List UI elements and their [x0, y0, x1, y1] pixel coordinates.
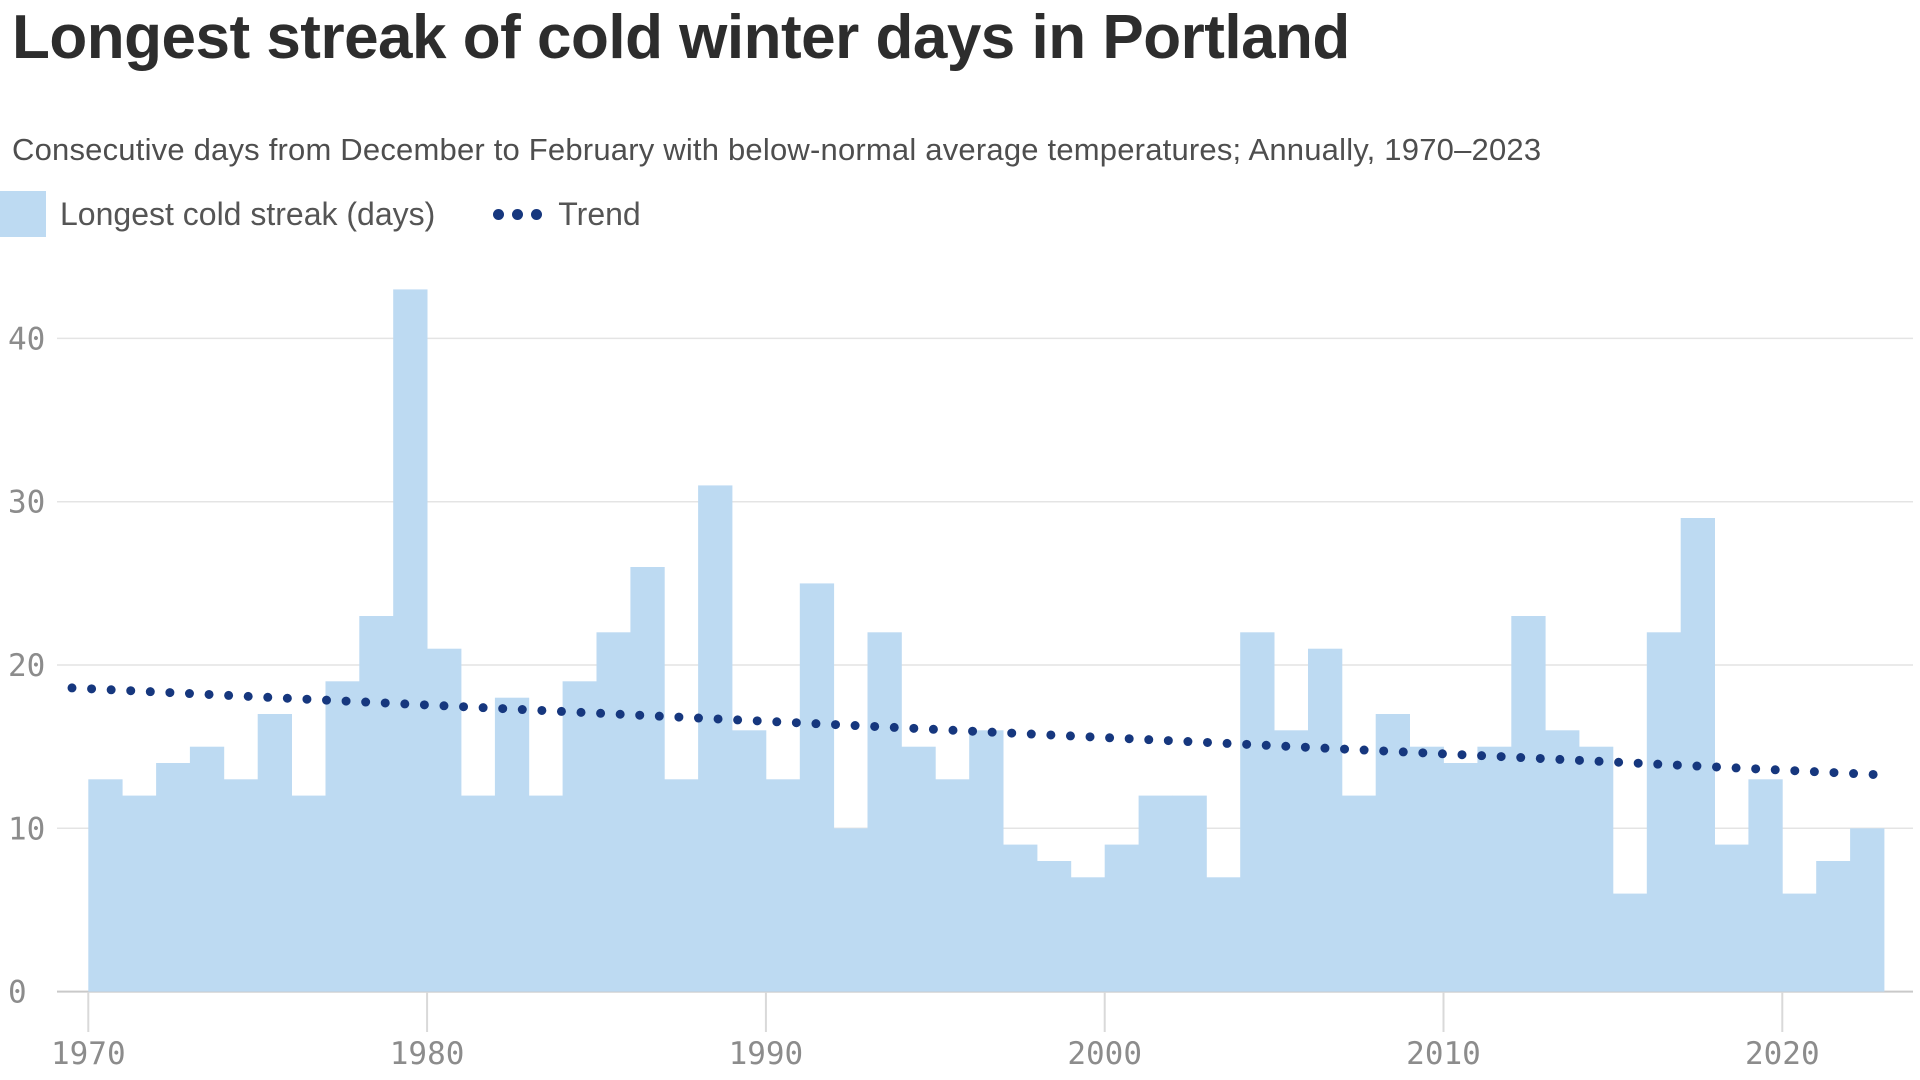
bar-1973: [189, 746, 225, 992]
bar-1984: [562, 681, 597, 992]
bar-1970: [88, 779, 123, 992]
x-tick-label-2020: 2020: [1745, 1036, 1820, 1072]
x-tick-label-2010: 2010: [1406, 1036, 1481, 1072]
bar-2001: [1138, 795, 1173, 992]
x-tick-label-1980: 1980: [390, 1036, 465, 1072]
bar-2016: [1646, 632, 1682, 992]
bar-1990: [765, 779, 801, 992]
bar-1980: [427, 648, 462, 992]
legend-bar-swatch: [0, 191, 46, 237]
bar-2008: [1375, 714, 1410, 992]
bar-2000: [1104, 844, 1139, 992]
y-tick-label-0: 0: [8, 975, 27, 1011]
bar-1971: [122, 795, 157, 992]
bar-2015: [1612, 893, 1648, 992]
bar-2014: [1579, 746, 1614, 992]
bar-2013: [1545, 730, 1580, 992]
y-tick-label-20: 20: [8, 648, 45, 684]
bar-1996: [969, 730, 1004, 992]
bar-1979: [393, 289, 428, 992]
chart-title: Longest streak of cold winter days in Po…: [12, 3, 1350, 72]
bar-1986: [630, 567, 665, 992]
bars: [88, 289, 1885, 992]
y-tick-label-30: 30: [8, 485, 45, 521]
bar-1995: [935, 779, 970, 992]
bar-1989: [732, 730, 767, 992]
bar-1999: [1070, 877, 1106, 992]
bar-2004: [1240, 632, 1275, 992]
bar-1994: [901, 746, 936, 992]
bar-1972: [156, 763, 191, 992]
x-axis: 1970 1980 1990 2000 2010 2020: [51, 992, 1820, 1072]
y-axis-labels: 0 10 20 30 40: [8, 321, 45, 1010]
bar-1985: [596, 632, 631, 992]
bar-2019: [1748, 779, 1783, 992]
x-tick-label-2000: 2000: [1067, 1036, 1142, 1072]
bar-2010: [1443, 763, 1478, 992]
x-tick-label-1970: 1970: [51, 1036, 126, 1072]
bar-2002: [1172, 795, 1207, 992]
bar-1974: [223, 779, 259, 992]
bar-1997: [1003, 844, 1038, 992]
bar-2012: [1511, 616, 1546, 992]
bar-1981: [461, 795, 496, 992]
bar-1998: [1036, 861, 1072, 992]
bar-1992: [833, 828, 868, 992]
bar-2017: [1680, 518, 1715, 992]
bar-1993: [867, 632, 902, 992]
bar-1978: [359, 616, 394, 992]
bar-2006: [1308, 648, 1343, 992]
bar-2020: [1782, 893, 1817, 992]
y-tick-label-10: 10: [8, 811, 45, 847]
bar-2021: [1816, 861, 1851, 992]
bar-1988: [698, 485, 733, 992]
bar-1991: [799, 583, 835, 992]
bar-1983: [528, 795, 563, 992]
bar-1987: [664, 779, 699, 992]
x-tick-label-1990: 1990: [729, 1036, 804, 1072]
legend-trend-swatch: [493, 208, 550, 220]
y-tick-label-40: 40: [8, 321, 45, 357]
bar-2018: [1714, 844, 1749, 992]
bar-2003: [1206, 877, 1241, 992]
bar-2007: [1341, 795, 1377, 992]
bar-1975: [257, 714, 292, 992]
legend: Longest cold streak (days) Trend: [0, 190, 641, 238]
legend-trend-label: Trend: [558, 195, 641, 232]
bar-2005: [1274, 730, 1309, 992]
chart-subtitle: Consecutive days from December to Februa…: [12, 132, 1542, 167]
bar-1976: [291, 795, 326, 992]
bar-2022: [1850, 828, 1885, 992]
bar-2009: [1409, 746, 1444, 992]
legend-bar-label: Longest cold streak (days): [60, 195, 436, 232]
bar-2011: [1477, 746, 1512, 992]
bar-1982: [494, 697, 530, 992]
bar-1977: [325, 681, 360, 992]
